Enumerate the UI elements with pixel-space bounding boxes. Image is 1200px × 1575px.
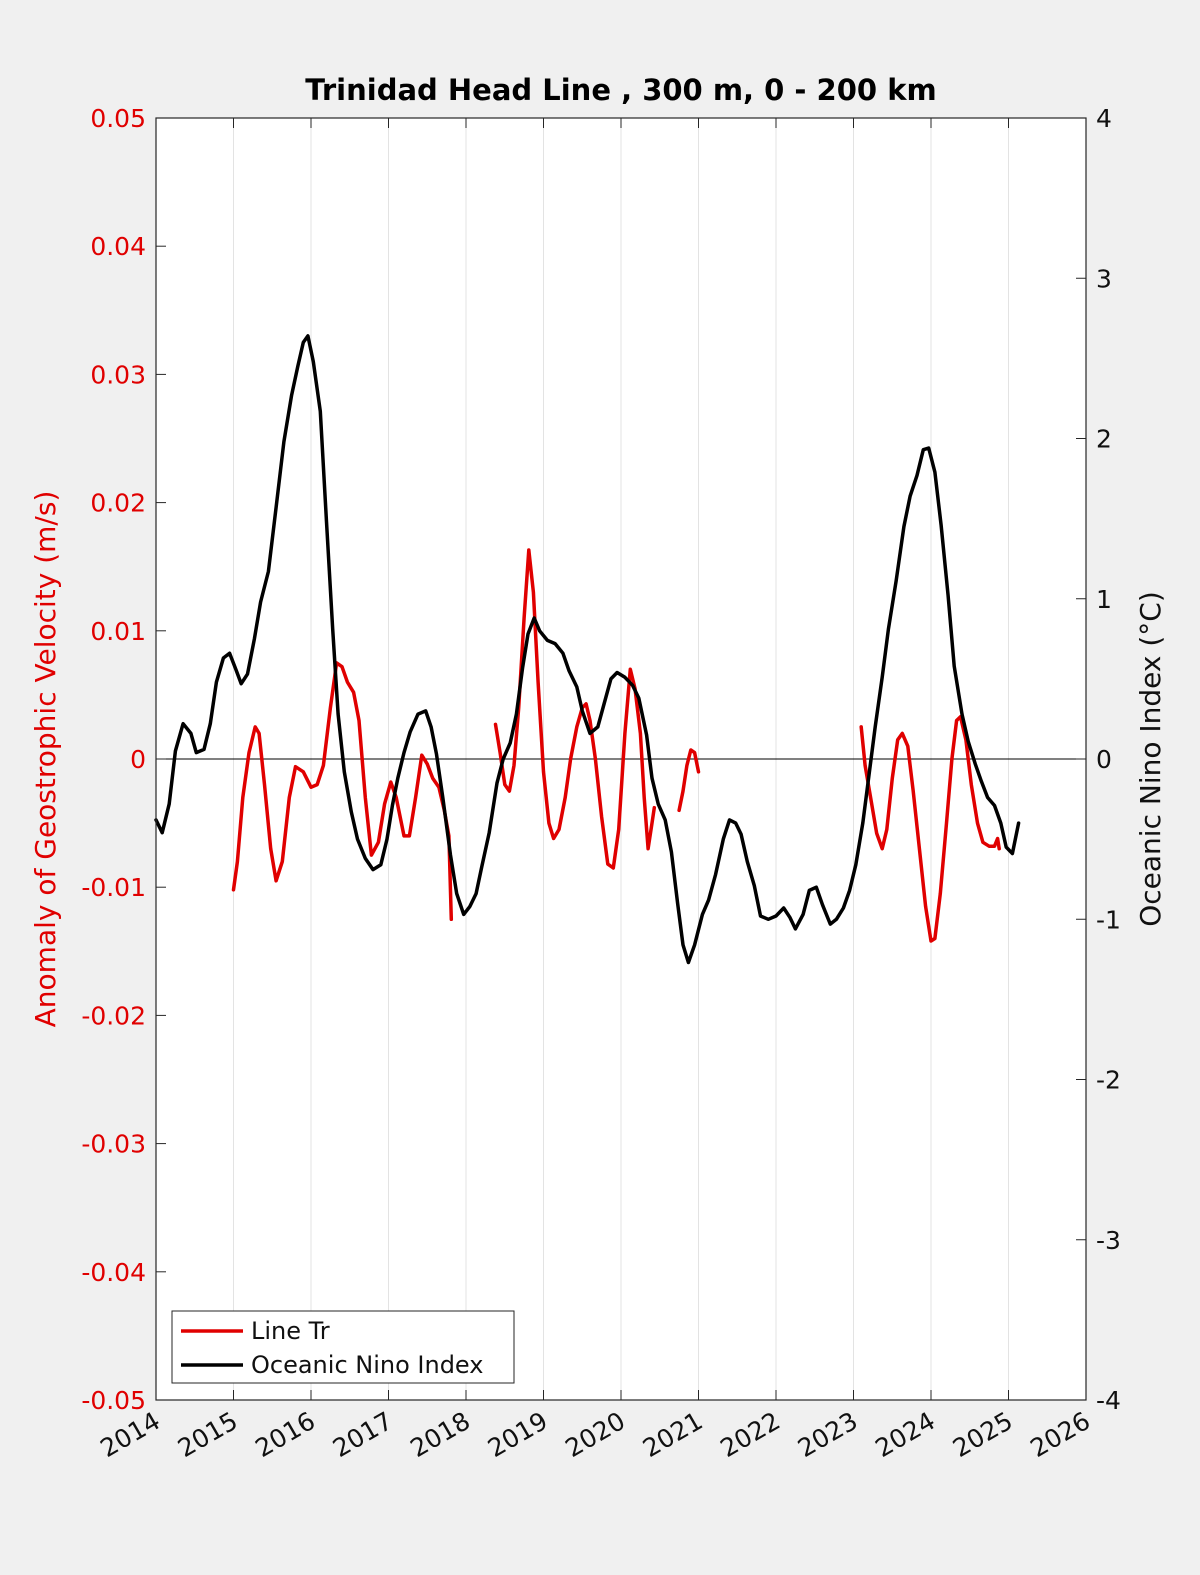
legend: Line Tr Oceanic Nino Index bbox=[171, 1310, 515, 1384]
y-right-tick-label: 2 bbox=[1096, 425, 1112, 454]
y-left-tick-label: -0.02 bbox=[81, 1001, 146, 1030]
y-left-tick-label: -0.03 bbox=[81, 1130, 146, 1159]
y-right-tick-label: -2 bbox=[1096, 1066, 1121, 1095]
y-axis-right-label: Oceanic Nino Index (°C) bbox=[1134, 591, 1167, 927]
y-right-tick-label: -3 bbox=[1096, 1226, 1121, 1255]
y-left-tick-label: 0.01 bbox=[90, 617, 146, 646]
y-left-tick-label: 0.03 bbox=[90, 360, 146, 389]
y-right-tick-label: 1 bbox=[1096, 585, 1112, 614]
legend-box bbox=[171, 1310, 515, 1384]
y-right-tick-label: -4 bbox=[1096, 1386, 1121, 1415]
y-left-tick-label: 0 bbox=[130, 745, 146, 774]
series-line-tr-segment-2 bbox=[677, 748, 701, 813]
y-right-tick-label: 4 bbox=[1096, 104, 1112, 133]
y-right-tick-label: 3 bbox=[1096, 264, 1112, 293]
grid-lines bbox=[156, 118, 1086, 1400]
series-line-tr-segment-3 bbox=[859, 714, 1001, 943]
legend-label-line-tr: Line Tr bbox=[251, 1317, 330, 1345]
y-left-tick-label: 0.05 bbox=[90, 104, 146, 133]
series-line-tr-segment-0 bbox=[231, 661, 454, 922]
y-axis-left-label: Anomaly of Geostrophic Velocity (m/s) bbox=[29, 491, 62, 1028]
axis-ticks: 2014 2015 2016 2017 2018 2019 2020 2021 2022 2023… bbox=[81, 104, 1121, 1463]
chart-title: Trinidad Head Line , 300 m, 0 - 200 km bbox=[305, 73, 936, 107]
y-left-tick-label: -0.04 bbox=[81, 1258, 146, 1287]
y-right-tick-label: 0 bbox=[1096, 745, 1112, 774]
y-left-tick-label: 0.02 bbox=[90, 489, 146, 518]
y-right-tick-label: -1 bbox=[1096, 905, 1121, 934]
y-left-tick-label: -0.01 bbox=[81, 873, 146, 902]
y-left-tick-label: -0.05 bbox=[81, 1386, 146, 1415]
y-left-tick-label: 0.04 bbox=[90, 232, 146, 261]
series-oni-line-0 bbox=[154, 334, 1021, 965]
legend-label-oni: Oceanic Nino Index bbox=[251, 1351, 483, 1379]
series-layer bbox=[154, 334, 1021, 965]
